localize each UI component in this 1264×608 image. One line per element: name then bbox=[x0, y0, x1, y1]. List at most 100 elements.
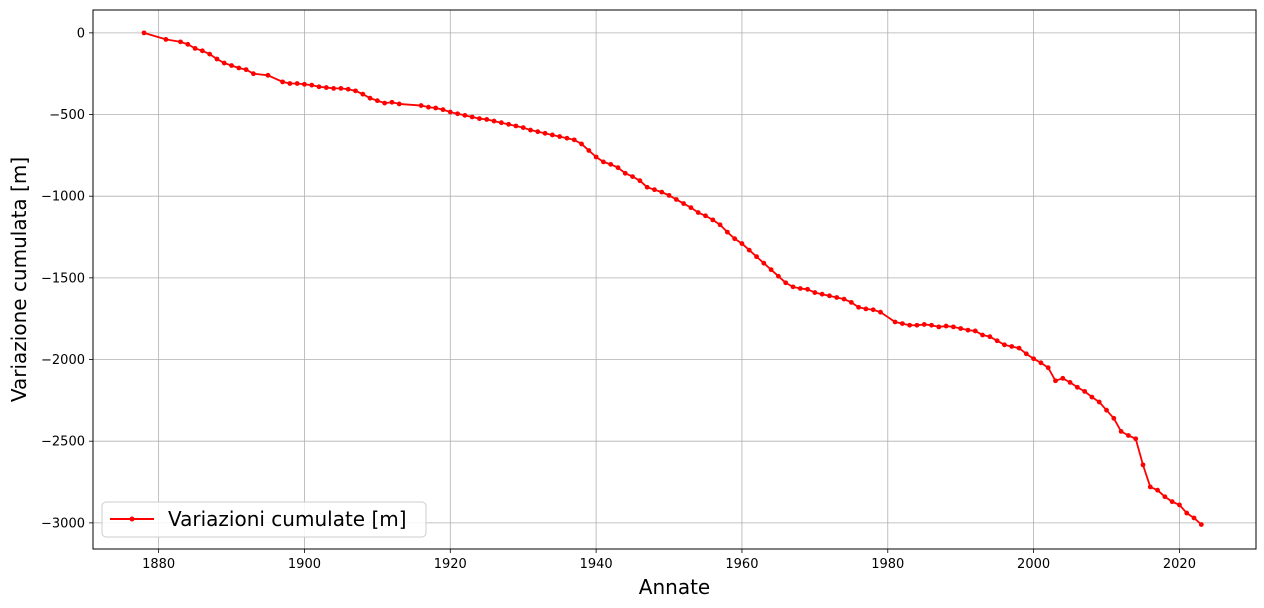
x-tick-label: 1880 bbox=[142, 557, 175, 572]
data-point bbox=[1031, 356, 1037, 362]
data-point bbox=[972, 328, 978, 334]
data-point bbox=[265, 72, 271, 78]
data-point bbox=[178, 39, 183, 45]
data-point bbox=[717, 222, 723, 228]
data-point bbox=[1162, 494, 1168, 500]
data-point bbox=[703, 213, 708, 219]
data-point bbox=[768, 267, 774, 273]
data-point bbox=[141, 30, 147, 36]
data-point bbox=[914, 322, 920, 328]
legend-box bbox=[101, 501, 427, 538]
data-point bbox=[549, 132, 555, 138]
data-point bbox=[739, 241, 745, 246]
x-tick-label: 1940 bbox=[580, 557, 613, 572]
data-point bbox=[899, 321, 905, 326]
data-point bbox=[776, 273, 781, 279]
data-point bbox=[353, 88, 358, 94]
data-point bbox=[520, 125, 526, 130]
data-point bbox=[608, 161, 614, 167]
data-point bbox=[199, 48, 205, 54]
data-point bbox=[1147, 484, 1153, 490]
data-point bbox=[513, 123, 519, 129]
data-point bbox=[1060, 375, 1066, 381]
data-point bbox=[309, 82, 315, 88]
x-tick-label: 1960 bbox=[725, 557, 758, 572]
data-point bbox=[302, 81, 307, 87]
y-tick-label: −1000 bbox=[41, 190, 85, 205]
data-point bbox=[987, 334, 993, 340]
data-point bbox=[1067, 380, 1073, 385]
y-tick-label: 0 bbox=[77, 26, 85, 41]
data-point bbox=[754, 254, 759, 260]
data-point bbox=[688, 205, 694, 211]
data-point bbox=[644, 184, 650, 190]
y-axis-ticks: 0 −500 −1000 −1500 −2000 −2500 −3000 bbox=[41, 26, 93, 531]
data-point bbox=[951, 324, 956, 330]
data-point bbox=[163, 37, 169, 42]
data-point bbox=[374, 98, 380, 104]
data-point bbox=[943, 323, 949, 329]
data-point bbox=[673, 197, 679, 202]
data-point bbox=[790, 284, 796, 290]
data-point bbox=[251, 71, 256, 77]
data-point bbox=[1053, 378, 1058, 384]
data-point bbox=[484, 117, 490, 122]
data-point bbox=[936, 324, 942, 330]
data-point bbox=[498, 120, 504, 126]
data-point bbox=[316, 84, 322, 90]
data-point bbox=[746, 247, 752, 253]
x-tick-label: 1900 bbox=[288, 557, 321, 572]
y-tick-label: −500 bbox=[49, 108, 85, 123]
data-point bbox=[819, 291, 825, 297]
y-axis-title: Variazione cumulata [m] bbox=[7, 157, 31, 402]
data-point bbox=[338, 86, 344, 91]
data-point bbox=[1118, 429, 1124, 434]
data-point bbox=[477, 116, 482, 122]
data-point bbox=[1045, 365, 1051, 371]
data-point bbox=[812, 290, 818, 295]
x-axis-ticks: 1880 1900 1920 1940 1960 1980 2000 2020 bbox=[142, 549, 1196, 572]
data-point bbox=[207, 51, 213, 57]
y-tick-label: −3000 bbox=[41, 516, 85, 531]
data-point bbox=[323, 85, 329, 90]
data-point bbox=[345, 86, 351, 92]
data-point bbox=[732, 236, 738, 242]
data-point bbox=[783, 280, 789, 286]
data-point bbox=[929, 322, 934, 328]
data-point bbox=[360, 91, 366, 97]
data-point bbox=[564, 135, 570, 141]
plot-frame bbox=[92, 9, 1257, 550]
data-point bbox=[418, 103, 424, 108]
y-tick-label: −1500 bbox=[41, 271, 85, 286]
data-point bbox=[921, 322, 927, 327]
data-point bbox=[469, 114, 475, 120]
data-point bbox=[214, 56, 220, 62]
data-point bbox=[382, 100, 388, 106]
data-point bbox=[666, 192, 672, 198]
grid-lines bbox=[93, 10, 1256, 549]
data-point bbox=[681, 201, 687, 206]
x-axis-title: Annate bbox=[639, 575, 710, 599]
data-point bbox=[294, 81, 300, 86]
data-point bbox=[710, 217, 716, 223]
data-point bbox=[535, 129, 541, 135]
data-point bbox=[221, 60, 227, 66]
data-point bbox=[1191, 515, 1197, 521]
data-point bbox=[841, 296, 847, 302]
data-point bbox=[367, 95, 373, 101]
data-point bbox=[848, 299, 854, 305]
data-point bbox=[878, 309, 883, 315]
data-point bbox=[1111, 415, 1117, 421]
y-tick-label: −2500 bbox=[41, 435, 85, 450]
data-point bbox=[637, 178, 643, 184]
data-point bbox=[426, 104, 431, 110]
data-point bbox=[1038, 360, 1044, 366]
x-tick-label: 2000 bbox=[1017, 557, 1050, 572]
data-point bbox=[447, 109, 453, 115]
data-point bbox=[389, 99, 395, 105]
data-point bbox=[958, 326, 964, 331]
data-point bbox=[579, 141, 584, 147]
legend: Variazioni cumulate [m] bbox=[101, 501, 427, 538]
plot-series bbox=[141, 30, 1204, 527]
data-point bbox=[528, 127, 533, 133]
